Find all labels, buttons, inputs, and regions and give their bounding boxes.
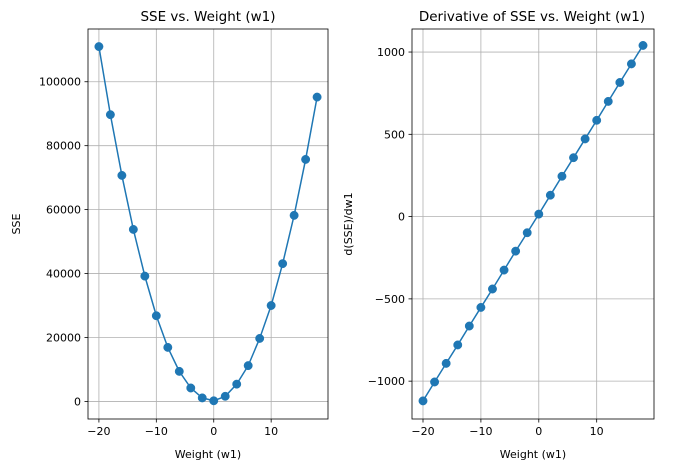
- sse-chart-data-point: [186, 383, 196, 393]
- sse-chart-data-point: [278, 259, 288, 269]
- sse-chart-data-point: [128, 224, 138, 234]
- derivative-chart-frame: [411, 28, 655, 420]
- derivative-chart-data-point: [534, 209, 544, 219]
- derivative-chart-xtick-label: 0: [535, 425, 542, 438]
- derivative-chart-ytick-label: −1000: [368, 375, 405, 388]
- derivative-chart-xtick-label: −10: [469, 425, 492, 438]
- sse-chart-data-point: [151, 311, 161, 321]
- sse-chart-data-point: [163, 342, 173, 352]
- sse-chart-data-point: [105, 110, 115, 120]
- sse-chart-ylabel: SSE: [10, 213, 23, 234]
- derivative-chart-ytick-label: 500: [384, 128, 405, 141]
- sse-chart-data-point: [140, 271, 150, 281]
- sse-chart-data-point: [266, 301, 276, 310]
- derivative-chart-data-point: [522, 228, 532, 238]
- derivative-chart-ytick-label: −500: [375, 293, 405, 306]
- sse-chart-data-point: [312, 92, 322, 102]
- derivative-chart-title: Derivative of SSE vs. Weight (w1): [419, 9, 645, 25]
- derivative-chart-xtick-label: 10: [590, 425, 604, 438]
- derivative-chart-data-point: [464, 321, 474, 331]
- sse-chart: SSE vs. Weight (w1) Weight (w1) SSE −20 −…: [10, 9, 329, 461]
- sse-chart-frame: [87, 28, 329, 420]
- sse-chart-xtick-label: −20: [87, 425, 110, 438]
- sse-chart-series-line: [98, 46, 318, 402]
- sse-chart-data-point: [197, 393, 207, 403]
- derivative-chart-data-point: [638, 41, 648, 50]
- derivative-chart-data-point: [488, 284, 497, 294]
- sse-chart-ytick-label: 100000: [39, 76, 81, 89]
- derivative-chart-data-point: [499, 265, 509, 275]
- sse-chart-data-point: [255, 333, 265, 343]
- sse-chart-data-point: [243, 361, 253, 371]
- derivative-chart-data-point: [476, 302, 486, 312]
- derivative-chart-data-point: [569, 153, 578, 163]
- derivative-chart-data-point: [592, 115, 602, 125]
- sse-chart-ytick-label: 0: [74, 395, 81, 408]
- sse-chart-ytick-label: 20000: [46, 331, 81, 344]
- derivative-chart-data-point: [511, 246, 521, 256]
- sse-chart-ytick-label: 40000: [46, 268, 81, 281]
- sse-chart-data-point: [232, 379, 242, 389]
- derivative-chart-xlabel: Weight (w1): [500, 448, 566, 461]
- derivative-chart-data-point: [441, 358, 451, 368]
- derivative-chart-data-point: [580, 134, 590, 144]
- derivative-chart-data-point: [603, 96, 613, 106]
- sse-chart-data-point: [289, 210, 299, 220]
- sse-chart-ytick-label: 60000: [46, 204, 81, 217]
- sse-chart-xtick-label: 0: [210, 425, 217, 438]
- derivative-chart-ytick-label: 0: [398, 211, 405, 224]
- sse-chart-xtick-label: 10: [264, 425, 278, 438]
- derivative-chart-data-point: [557, 171, 567, 181]
- derivative-chart-ylabel: d(SSE)/dw1: [342, 192, 355, 255]
- derivative-chart-data-point: [430, 377, 440, 387]
- derivative-chart-data-point: [626, 59, 636, 69]
- sse-chart-data-point: [301, 154, 311, 164]
- sse-chart-xtick-label: −10: [145, 425, 168, 438]
- sse-chart-title: SSE vs. Weight (w1): [140, 9, 275, 25]
- sse-chart-data-point: [209, 396, 219, 406]
- sse-chart-ytick-label: 80000: [46, 140, 81, 153]
- derivative-chart: Derivative of SSE vs. Weight (w1) Weight…: [342, 9, 655, 461]
- derivative-chart-data-point: [418, 396, 428, 406]
- derivative-chart-xtick-label: −20: [411, 425, 434, 438]
- derivative-chart-data-point: [615, 78, 625, 87]
- sse-chart-xlabel: Weight (w1): [175, 448, 241, 461]
- derivative-chart-data-point: [453, 340, 463, 350]
- derivative-chart-data-point: [545, 190, 555, 200]
- derivative-chart-ytick-label: 1000: [377, 46, 405, 59]
- sse-chart-data-point: [94, 42, 104, 52]
- sse-chart-data-point: [117, 170, 127, 180]
- sse-chart-data-point: [220, 391, 230, 401]
- sse-chart-data-point: [174, 366, 184, 376]
